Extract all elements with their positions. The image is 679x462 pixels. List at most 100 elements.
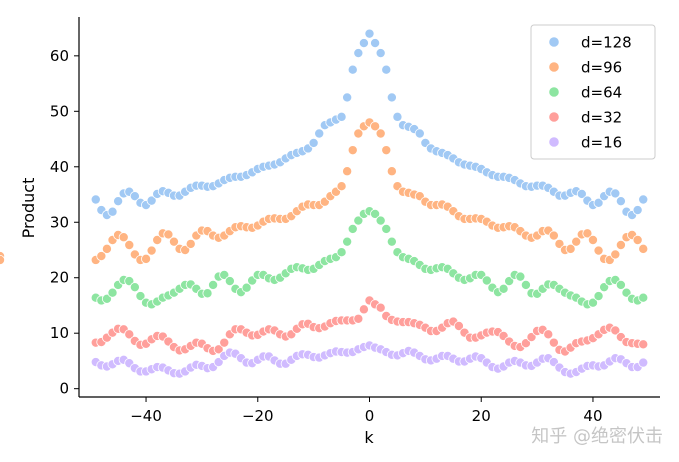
data-point <box>615 239 626 250</box>
data-point <box>353 313 364 324</box>
data-point <box>638 194 649 205</box>
data-points <box>0 28 649 379</box>
data-point <box>96 251 107 262</box>
data-point <box>381 145 392 156</box>
data-point <box>375 215 386 226</box>
data-point <box>208 279 219 290</box>
data-point <box>610 325 621 336</box>
data-point <box>381 64 392 75</box>
data-point <box>632 235 643 246</box>
data-point <box>336 111 347 122</box>
data-point <box>615 279 626 290</box>
y-tick-label: 60 <box>50 47 69 65</box>
data-point <box>621 287 632 298</box>
y-tick-label: 30 <box>50 213 69 231</box>
legend-label: d=16 <box>581 134 622 152</box>
y-tick-label: 50 <box>50 102 69 120</box>
data-point <box>219 337 230 348</box>
data-point <box>632 205 643 216</box>
legend-label: d=96 <box>581 59 622 77</box>
data-point <box>386 166 397 177</box>
data-point <box>520 279 531 290</box>
data-point <box>202 288 213 299</box>
data-point <box>314 128 325 139</box>
data-point <box>358 38 369 49</box>
data-point <box>593 197 604 208</box>
data-point <box>370 208 381 219</box>
watermark: 知乎 @绝密伏击 <box>531 426 663 447</box>
x-tick-label: −20 <box>242 407 274 425</box>
data-point <box>414 128 425 139</box>
data-point <box>241 282 252 293</box>
data-point <box>386 92 397 103</box>
data-point <box>453 320 464 331</box>
data-point <box>213 357 224 368</box>
x-tick-label: 20 <box>472 407 491 425</box>
data-point <box>342 236 353 247</box>
legend-label: d=64 <box>581 84 622 102</box>
data-point <box>381 223 392 234</box>
x-tick-label: 40 <box>583 407 602 425</box>
x-axis-label: k <box>364 428 374 447</box>
axis-labels: k Product <box>19 178 374 447</box>
data-point <box>124 329 135 340</box>
data-point <box>638 357 649 368</box>
data-point <box>375 48 386 59</box>
data-point <box>364 28 375 39</box>
data-point <box>347 223 358 234</box>
data-point <box>481 275 492 286</box>
x-tick-label: −40 <box>130 407 162 425</box>
data-point <box>152 235 163 246</box>
data-point <box>554 238 565 249</box>
data-point <box>638 292 649 303</box>
data-point <box>498 283 509 294</box>
data-point <box>370 121 381 132</box>
data-point <box>141 253 152 264</box>
data-point <box>593 245 604 256</box>
data-point <box>526 332 537 343</box>
data-point <box>124 276 135 287</box>
data-point <box>219 269 230 280</box>
data-point <box>336 181 347 192</box>
legend-box <box>530 24 656 160</box>
data-point <box>370 38 381 49</box>
data-point <box>638 339 649 350</box>
y-tick-label: 20 <box>50 269 69 287</box>
data-point <box>375 128 386 139</box>
data-point <box>548 230 559 241</box>
legend-marker <box>548 136 560 148</box>
data-point <box>593 291 604 302</box>
data-point <box>101 293 112 304</box>
data-point <box>375 302 386 313</box>
data-point <box>185 238 196 249</box>
axes: −40 −20 0 20 40 0 10 20 30 40 50 60 <box>50 17 660 425</box>
data-point <box>548 337 559 348</box>
y-axis-label: Product <box>19 178 38 239</box>
data-point <box>168 236 179 247</box>
data-point <box>118 232 129 243</box>
data-point <box>353 48 364 59</box>
data-point <box>576 188 587 199</box>
legend-label: d=32 <box>581 109 622 127</box>
legend-marker <box>548 111 560 123</box>
data-point <box>336 247 347 258</box>
data-point <box>587 235 598 246</box>
data-point <box>107 206 118 217</box>
data-point <box>224 276 235 287</box>
y-tick-label: 10 <box>50 324 69 342</box>
data-point <box>135 291 146 302</box>
data-point <box>520 338 531 349</box>
data-point <box>163 229 174 240</box>
legend: d=128 d=96 d=64 d=32 d=16 <box>530 24 656 160</box>
data-point <box>129 282 140 293</box>
data-point <box>0 254 5 265</box>
data-point <box>504 276 515 287</box>
x-tick-label: 0 <box>365 407 375 425</box>
data-point <box>180 244 191 255</box>
data-point <box>599 282 610 293</box>
data-point <box>543 329 554 340</box>
data-point <box>113 196 124 207</box>
data-point <box>353 128 364 139</box>
data-point <box>347 64 358 75</box>
